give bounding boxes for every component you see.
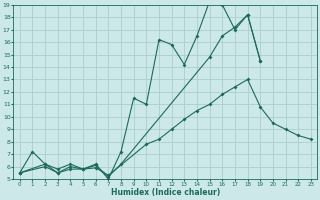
X-axis label: Humidex (Indice chaleur): Humidex (Indice chaleur) bbox=[111, 188, 220, 197]
